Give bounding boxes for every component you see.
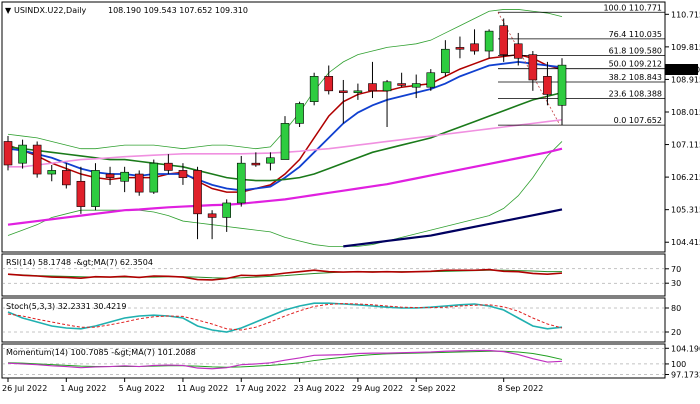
last-price-tag-bg [665,64,698,75]
price-tick-label: 107.115 [671,141,700,150]
date-tick-label: 5 Aug 2022 [119,384,165,393]
level-tick-label: 30 [671,279,681,288]
date-tick-label: 2 Sep 2022 [410,384,456,393]
candle-body [513,43,523,59]
candle-body [528,54,538,81]
candle-body [470,43,479,52]
candle-body [149,162,159,193]
ma-line-sma-navy [343,208,563,248]
date-tick-label: 26 Jul 2022 [2,384,47,393]
date-tick-label: 1 Aug 2022 [60,384,106,393]
candle-body [543,76,552,95]
stoch-panel-border [1,297,666,343]
candle-body [411,83,421,88]
fib-level-label: 50.0 109.212 [609,60,662,69]
main-panel-border [1,1,666,253]
candle-body [47,170,57,175]
price-tick-label: 105.315 [671,206,700,215]
ma-line-sma-mid [7,60,563,192]
momentum-label: Momentum(14) 100.7085 -&gt;MA(7) 101.208… [6,348,196,357]
price-tick-label: 106.215 [671,173,700,182]
date-tick-label: 23 Aug 2022 [294,384,345,393]
level-tick-label: 80 [671,304,681,313]
date-tick-label: 29 Aug 2022 [352,384,403,393]
candle-body [251,162,261,166]
candle-body [32,144,42,175]
candle-body [134,173,144,193]
level-tick-label: 20 [671,328,681,337]
price-tick-label: 104.415 [671,238,700,247]
candle-body [120,171,129,182]
candle-body [499,25,508,55]
symbol-title: USINDX.U22,Daily [14,6,87,15]
date-tick-label: 8 Sep 2022 [498,384,544,393]
rsi-label: RSI(14) 58.1748 -&gt;MA(7) 62.3504 [6,258,153,267]
candle-body [207,213,217,218]
candle-body [382,81,392,92]
candle-body [353,90,363,93]
rsi-panel-border [1,253,666,297]
price-axis: 110.715 109.815 108.915 108.015 107.115 106.2… [665,10,700,247]
price-tick-label: 109.815 [671,43,700,52]
candle-body [178,170,188,178]
level-tick-label: 97.1732 [671,370,700,379]
candle-body [18,144,27,164]
fib-level-label: 61.8 109.580 [609,46,662,55]
candle-body [236,162,246,204]
fibonacci-levels: 100.0 110.771 76.4 110.035 61.8 109.580 50.… [497,3,665,126]
date-tick-label: 17 Aug 2022 [235,384,286,393]
candle-body [295,103,304,124]
fib-level-label: 38.2 108.843 [609,73,662,82]
level-tick-label: 70 [671,265,681,274]
candle-body [324,76,334,92]
ma-line-sma-magenta [7,147,563,226]
candle-body [105,173,115,178]
candle-body [222,202,231,218]
candle-body [309,76,319,102]
momentum-line [7,349,563,370]
level-tick-label: 104.1903 [671,344,700,353]
candle-body [62,170,71,186]
fib-level-label: 76.4 110.035 [609,30,662,39]
candle-body [266,157,275,164]
candle-body [484,30,494,52]
candle-body [339,90,348,93]
candlesticks [3,18,567,240]
level-tick-label: 100 [671,360,686,369]
ma-line-sma-short [7,53,563,193]
fib-level-label: 0.0 107.652 [614,116,662,125]
candle-body [3,141,13,166]
candle-body [557,64,567,106]
chevron-down-icon: ▼ [5,6,12,15]
candle-body [91,170,100,207]
last-price-tag: 109.310 [667,66,700,75]
date-tick-label: 11 Aug 2022 [177,384,228,393]
fib-level-label: 23.6 108.388 [609,89,662,98]
fib-level-label: 100.0 110.771 [603,3,662,12]
candle-body [441,48,450,74]
price-tick-label: 110.715 [671,10,700,19]
candle-body [455,47,465,50]
candle-body [280,123,290,160]
bollinger-lower-line [7,141,563,247]
stochastic-panel: 80 20 [2,302,681,337]
candle-body [368,83,377,92]
candle-body [397,83,406,86]
candle-body [76,180,86,207]
stoch-label: Stoch(5,3,3) 32.2331 30.4219 [6,302,126,311]
price-tick-label: 108.015 [671,108,700,117]
rsi-line [7,268,563,281]
date-axis: 26 Jul 2022 1 Aug 2022 5 Aug 2022 11 Aug 20… [2,378,543,393]
candle-body [426,72,436,88]
candle-body [164,162,173,171]
stoch-main-line [7,302,563,333]
price-tick-label: 108.915 [671,75,700,84]
ohlc-readout: 108.190 109.543 107.652 109.310 [108,6,248,15]
moving-averages [7,53,563,248]
rsi-panel: 70 30 [2,265,681,288]
candle-body [193,170,202,215]
